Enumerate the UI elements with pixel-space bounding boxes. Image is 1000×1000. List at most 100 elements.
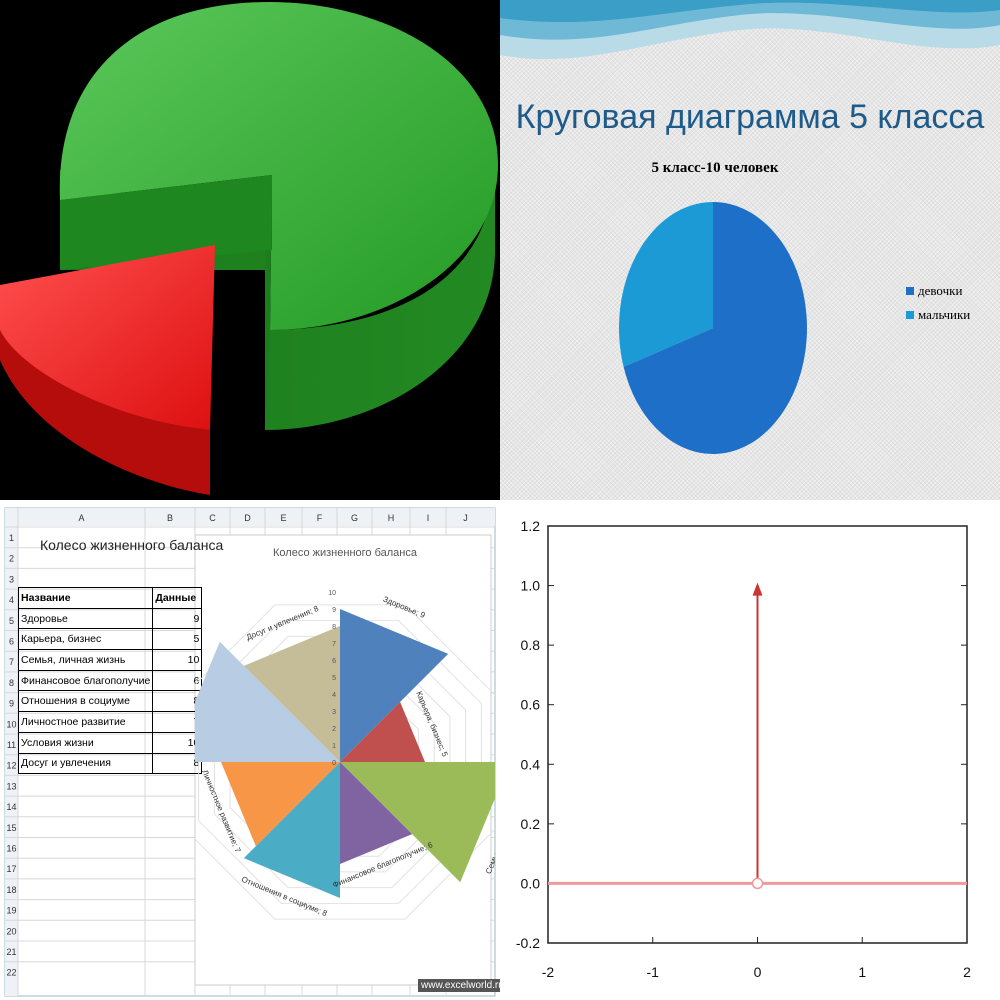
cell-value[interactable]: 8 [152, 752, 203, 775]
pie-3d-red-side [0, 290, 210, 495]
row-header: 15 [6, 823, 16, 833]
x-tick-label: 0 [754, 964, 762, 980]
impulse-line-chart: 1.2 1.0 0.8 0.6 0.4 0.2 0.0 -0.2-2 -1 0 1 2 [516, 518, 971, 980]
table-header-row: Название Данные [17, 587, 203, 609]
wheel-radial-tick: 4 [332, 692, 336, 699]
wheel-sector-6 [195, 641, 340, 762]
class-pie-chart [619, 202, 807, 454]
cell-label[interactable]: Личностное развитие [17, 711, 154, 733]
row-header: 12 [6, 761, 16, 771]
row-header: 9 [9, 699, 14, 709]
wheel-radial-tick: 2 [332, 726, 336, 733]
table-row: Карьера, бизнес 5 [17, 628, 203, 651]
column-header: A [78, 513, 84, 523]
y-tick-label: 1.2 [521, 518, 541, 534]
column-header: B [167, 513, 173, 523]
legend-swatch-boys [906, 311, 914, 319]
wheel-sector-1 [340, 701, 425, 762]
y-tick-label: 0.6 [521, 697, 541, 713]
cell-label[interactable]: Условия жизни [17, 731, 154, 754]
wheel-sector-4 [243, 762, 340, 898]
wheel-radial-tick: 0 [332, 760, 336, 767]
cell-label[interactable]: Карьера, бизнес [17, 628, 154, 651]
table-row: Здоровье 9 [17, 607, 203, 630]
legend-swatch-girls [906, 287, 914, 295]
table-row: Личностное развитие7 [17, 711, 203, 733]
table-row: Финансовое благополучие 6 [17, 669, 203, 692]
legend-item-boys: мальчики [906, 307, 970, 323]
row-header: 13 [6, 781, 16, 791]
x-tick-label: -1 [647, 964, 660, 980]
slide-pie-panel: Круговая диаграмма 5 класса 5 класс-10 ч… [500, 0, 1000, 500]
wheel-point-label: Карьера, бизнес; 5 [414, 690, 449, 759]
origin-marker [751, 877, 764, 890]
row-header: 10 [6, 719, 16, 729]
column-header: E [280, 513, 286, 523]
row-header: 8 [9, 678, 14, 688]
column-header: D [244, 513, 251, 523]
pie-3d-red-slice [0, 245, 215, 430]
wheel-gridline [195, 604, 495, 920]
row-header: 22 [6, 968, 16, 978]
wheel-sector-7 [243, 626, 340, 762]
cell-label[interactable]: Здоровье [17, 607, 154, 630]
row-header: 2 [9, 554, 14, 564]
wheel-radial-tick: 8 [332, 624, 336, 631]
column-header: G [351, 513, 358, 523]
chart-subtitle: 5 класс-10 человек [651, 160, 779, 176]
row-header: 11 [7, 740, 16, 750]
wheel-sector-0 [340, 609, 449, 762]
table-row: Досуг и увлечения 8 [17, 752, 203, 775]
row-header: 17 [6, 864, 16, 874]
row-header: 6 [9, 637, 14, 647]
y-tick-label: 1.0 [521, 578, 541, 594]
y-tick-label: 0.2 [521, 816, 541, 832]
y-tick-label: -0.2 [516, 935, 540, 951]
pie-slice-1 [619, 202, 713, 367]
row-header: 5 [9, 616, 14, 626]
pie-3d-green-slice [59, 2, 499, 330]
wheel-radial-tick: 3 [332, 709, 336, 716]
y-tick-label: 0.8 [521, 637, 541, 653]
wheel-radial-tick: 7 [332, 641, 336, 648]
legend-label-boys: мальчики [918, 307, 971, 322]
legend-label-girls: девочки [918, 283, 963, 298]
cell-label[interactable]: Семья, личная жизнь [17, 649, 154, 671]
wheel-chart-title: Колесо жизненного баланса [273, 547, 417, 559]
column-header: F [317, 513, 323, 523]
row-header: 21 [6, 947, 16, 957]
wheel-radial-tick: 10 [328, 590, 336, 597]
table-row: Семья, личная жизнь 10 [17, 649, 203, 671]
cell-label[interactable]: Досуг и увлечения [17, 752, 154, 775]
legend-item-girls: девочки [906, 283, 962, 299]
pie-3d-green-inner-wall-2 [265, 175, 272, 430]
pie-3d-panel [0, 0, 500, 500]
row-header: 4 [9, 595, 14, 605]
pie-3d-green-inner-wall [60, 175, 272, 270]
spreadsheet-table: Название Данные Здоровье 9 Карьера, бизне… [17, 587, 203, 775]
y-tick-label: 0.4 [521, 756, 541, 772]
cell-label[interactable]: Финансовое благополучие [17, 669, 154, 692]
row-header: 16 [6, 844, 16, 854]
impulse-plot-panel: 1.2 1.0 0.8 0.6 0.4 0.2 0.0 -0.2 -2 -1 0 1 2 [500, 500, 1000, 1000]
wheel-sector-3 [340, 762, 413, 864]
wheel-radial-tick: 6 [332, 658, 336, 665]
wheel-radial-tick: 5 [332, 675, 336, 682]
cell-value[interactable]: 10 [152, 649, 203, 671]
y-tick-label: 0.0 [521, 875, 541, 891]
slide-title: Круговая диаграмма 5 класса [515, 98, 985, 136]
table-row: Условия жизни 10 [17, 731, 203, 754]
header-data[interactable]: Данные [152, 587, 203, 609]
row-header: 18 [6, 885, 16, 895]
column-header: H [388, 513, 395, 523]
cell-label[interactable]: Отношения в социуме [17, 690, 154, 713]
x-tick-label: 2 [963, 964, 971, 980]
x-tick-label: 1 [858, 964, 866, 980]
wheel-point-label: Здоровье; 9 [382, 595, 427, 621]
header-name[interactable]: Название [17, 587, 154, 609]
row-header: 20 [6, 926, 16, 936]
x-tick-label: -2 [542, 964, 555, 980]
life-balance-wheel-chart: 0 1 2 3 4 5 6 7 8 9 10 Здоровье; 9 Карьера, бизнес; … [195, 590, 495, 920]
spreadsheet-title: Колесо жизненного баланса [40, 537, 224, 553]
wheel-sector-2 [340, 762, 495, 883]
